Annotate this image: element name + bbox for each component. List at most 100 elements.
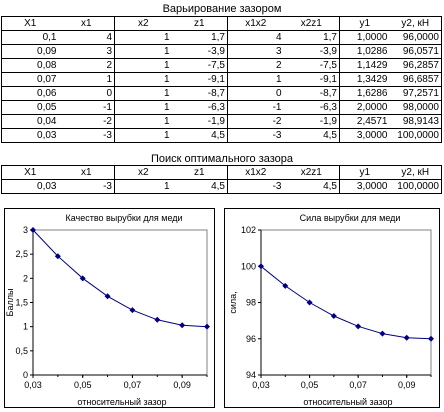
variation-table-cell[interactable]: -1 [227, 100, 284, 115]
variation-table-cell[interactable]: 1 [114, 72, 172, 87]
variation-table-cell[interactable]: 0,07 [1, 72, 59, 87]
variation-table-cell[interactable]: 1 [114, 128, 172, 143]
variation-table-cell[interactable]: -9,1 [171, 72, 228, 87]
variation-table-cell[interactable]: 0 [58, 86, 115, 101]
y-tick-label: 102 [241, 225, 256, 235]
variation-table-cell[interactable]: 3 [227, 44, 284, 59]
variation-table-cell[interactable]: 1 [114, 30, 172, 45]
variation-table-cell[interactable]: 4,5 [283, 128, 340, 143]
variation-table-cell[interactable]: -8,7 [283, 86, 340, 101]
optimum-table-header-cell: X1 [1, 165, 59, 180]
variation-table-cell[interactable]: -6,3 [283, 100, 340, 115]
data-point [154, 316, 161, 323]
variation-table-header-row: X1 x1 x2 z1 x1x2 x2z1 y1 y2, кН [1, 16, 442, 31]
variation-table-cell[interactable]: 96,2857 [389, 58, 442, 73]
optimum-table-cell[interactable]: 0,03 [1, 179, 59, 194]
variation-table-cell[interactable]: 1 [114, 44, 172, 59]
variation-table-cell[interactable]: 2 [58, 58, 115, 73]
variation-table-header-cell: y2, кН [389, 16, 442, 31]
variation-table-cell[interactable]: 98,9143 [389, 114, 442, 129]
y-tick-label: 100 [241, 261, 256, 271]
variation-table-cell[interactable]: -7,5 [283, 58, 340, 73]
variation-table-cell[interactable]: -9,1 [283, 72, 340, 87]
variation-table-cell[interactable]: 0,08 [1, 58, 59, 73]
variation-table-cell[interactable]: -2 [58, 114, 115, 129]
variation-table-cell[interactable]: 100,0000 [389, 128, 442, 143]
optimum-table-cell[interactable]: 3,0000 [339, 179, 390, 194]
variation-table-row: 0,07 1 1 -9,1 1 -9,1 1,3429 96,6857 [1, 72, 442, 87]
data-point [30, 227, 36, 233]
force-chart-svg: Сила вырубки для меди относительный зазор… [228, 213, 434, 407]
variation-table-cell[interactable]: 96,0571 [389, 44, 442, 59]
variation-table-cell[interactable]: 1,7 [171, 30, 228, 45]
variation-table-cell[interactable]: 0,09 [1, 44, 59, 59]
variation-table-cell[interactable]: 3 [58, 44, 115, 59]
variation-table-cell[interactable]: 2,4571 [339, 114, 390, 129]
variation-table-cell[interactable]: 0,03 [1, 128, 59, 143]
variation-table-cell[interactable]: 1,0000 [339, 30, 390, 45]
data-point [104, 293, 111, 300]
variation-table-cell[interactable]: 0,1 [1, 30, 59, 45]
variation-table-cell[interactable]: -8,7 [171, 86, 228, 101]
optimum-table-header-cell: y1 [339, 165, 390, 180]
variation-table-cell[interactable]: 1,0286 [339, 44, 390, 59]
variation-table-cell[interactable]: 0 [227, 86, 284, 101]
optimum-table-cell[interactable]: 4,5 [283, 179, 340, 194]
variation-table-cell[interactable]: -2 [227, 114, 284, 129]
variation-table-cell[interactable]: 0,05 [1, 100, 59, 115]
variation-table-cell[interactable]: 4 [227, 30, 284, 45]
x-axis-label: относительный зазор [77, 397, 166, 407]
y-tick-label: 0,5 [15, 346, 28, 356]
variation-table-cell[interactable]: 1 [114, 100, 172, 115]
variation-table-cell[interactable]: 2,0000 [339, 100, 390, 115]
variation-table-cell[interactable]: 96,0000 [389, 30, 442, 45]
variation-table-cell[interactable]: -3,9 [171, 44, 228, 59]
variation-table-cell[interactable]: 1 [114, 58, 172, 73]
variation-table-cell[interactable]: -1,9 [171, 114, 228, 129]
variation-table-cell[interactable]: 1,3429 [339, 72, 390, 87]
plot-area [260, 229, 432, 376]
optimum-table-header-cell: x1x2 [227, 165, 284, 180]
variation-table-cell[interactable]: 96,6857 [389, 72, 442, 87]
data-point [204, 323, 210, 330]
optimum-table-cell[interactable]: -3 [58, 179, 115, 194]
variation-table-header-cell: x1 [58, 16, 115, 31]
variation-table-cell[interactable]: -3 [58, 128, 115, 143]
variation-table-cell[interactable]: -3 [227, 128, 284, 143]
data-point [54, 253, 61, 260]
variation-table-cell[interactable]: 1 [114, 86, 172, 101]
variation-table-cell[interactable]: 1 [114, 114, 172, 129]
variation-table-cell[interactable]: 1,6286 [339, 86, 390, 101]
variation-table-cell[interactable]: 4,5 [171, 128, 228, 143]
variation-table-cell[interactable]: 4 [58, 30, 115, 45]
variation-table-cell[interactable]: -7,5 [171, 58, 228, 73]
y-tick-label: 2,5 [15, 249, 28, 259]
variation-table-header-cell: y1 [339, 16, 390, 31]
variation-table-cell[interactable]: 1,1429 [339, 58, 390, 73]
variation-table-cell[interactable]: 3,0000 [339, 128, 390, 143]
variation-table-cell[interactable]: 1,7 [283, 30, 340, 45]
optimum-table: X1 x1 x2 z1 x1x2 x2z1 y1 y2, кН 0,03 -3 1 4,5 -3 4,5 3… [1, 165, 442, 194]
variation-table-cell[interactable]: 1 [58, 72, 115, 87]
variation-table-cell[interactable]: 2 [227, 58, 284, 73]
variation-table-cell[interactable]: -3,9 [283, 44, 340, 59]
optimum-table-header-cell: z1 [171, 165, 228, 180]
optimum-table-cell[interactable]: 100,0000 [389, 179, 442, 194]
variation-table-cell[interactable]: 98,0000 [389, 100, 442, 115]
optimum-table-cell[interactable]: 4,5 [171, 179, 228, 194]
variation-table-cell[interactable]: 1 [227, 72, 284, 87]
variation-table-cell[interactable]: -1 [58, 100, 115, 115]
variation-table-cell[interactable]: 0,04 [1, 114, 59, 129]
quality-chart[interactable]: Качество вырубки для меди относительный з… [4, 208, 215, 408]
data-point [379, 330, 386, 337]
variation-table-cell[interactable]: 0,06 [1, 86, 59, 101]
optimum-table-cell[interactable]: 1 [114, 179, 172, 194]
x-tick-label: 0,07 [349, 380, 367, 390]
variation-table-cell[interactable]: -1,9 [283, 114, 340, 129]
force-chart[interactable]: Сила вырубки для меди относительный зазор… [224, 208, 440, 408]
optimum-table-cell[interactable]: -3 [227, 179, 284, 194]
variation-table-header-cell: x1x2 [227, 16, 284, 31]
series-line [32, 229, 208, 328]
variation-table-cell[interactable]: 97,2571 [389, 86, 442, 101]
variation-table-cell[interactable]: -6,3 [171, 100, 228, 115]
